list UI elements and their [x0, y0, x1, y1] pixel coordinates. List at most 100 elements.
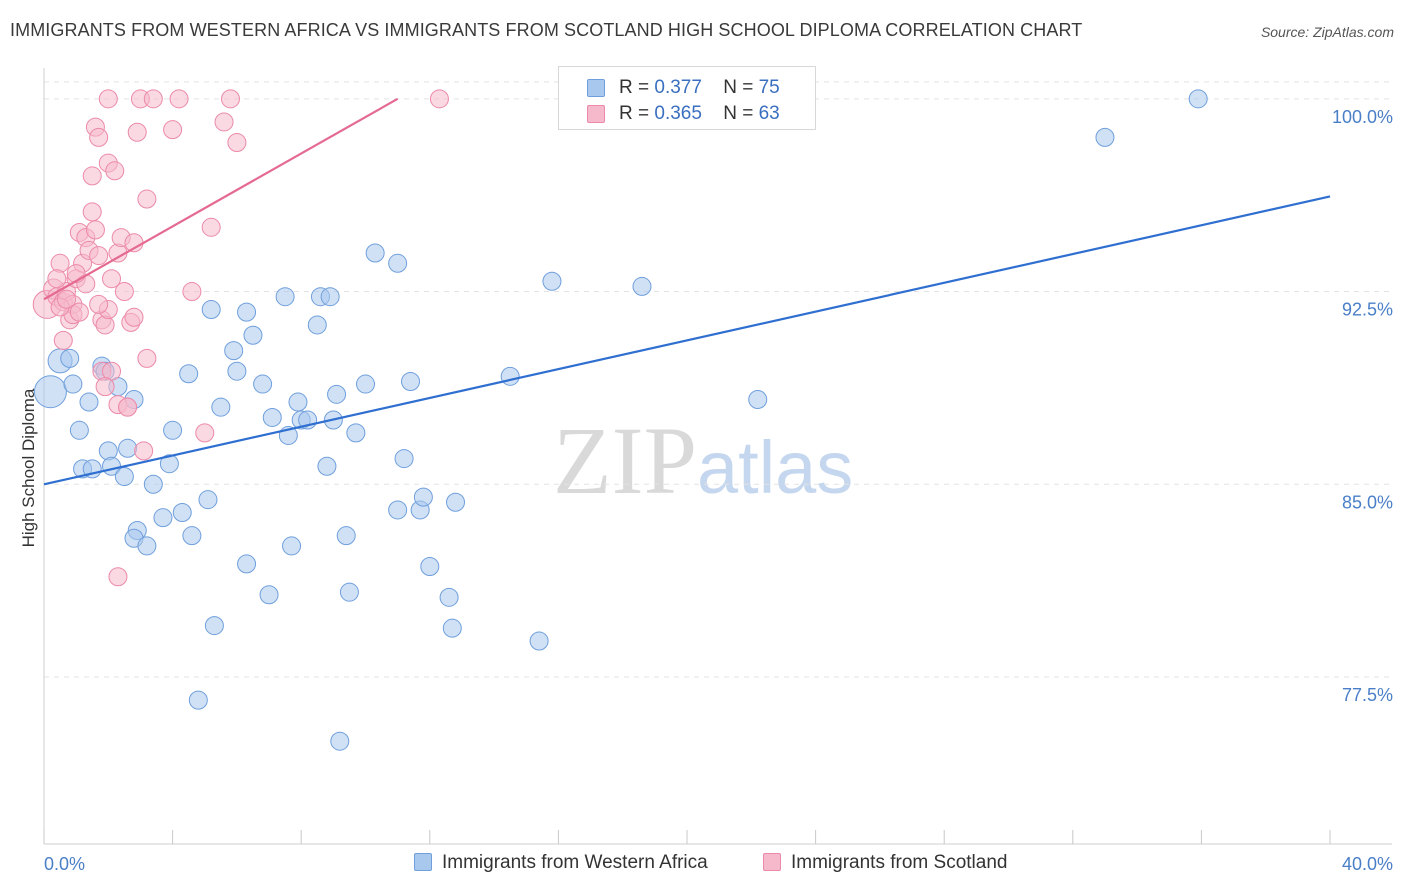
legend-r-label: R =: [619, 103, 650, 124]
x-tick-label: 40.0%: [1342, 854, 1393, 874]
data-point: [227, 361, 247, 381]
data-point: [105, 161, 125, 181]
data-point: [214, 112, 234, 132]
data-point: [542, 271, 562, 291]
data-point: [227, 133, 247, 153]
data-point: [330, 731, 350, 751]
data-point: [182, 526, 202, 546]
data-point: [60, 348, 80, 368]
data-point: [89, 294, 109, 314]
data-point: [63, 374, 83, 394]
data-point: [420, 556, 440, 576]
grid-lines: [44, 81, 1392, 678]
data-point: [259, 585, 279, 605]
data-point: [327, 384, 347, 404]
data-point: [163, 120, 183, 140]
data-point: [179, 364, 199, 384]
data-point: [127, 122, 147, 142]
data-point: [275, 287, 295, 307]
data-point: [69, 302, 89, 322]
data-point: [1188, 89, 1208, 109]
data-point: [118, 397, 138, 417]
data-point: [262, 407, 282, 427]
axes: [43, 68, 1392, 845]
legend-row-scotland: R = 0.365 N = 63: [587, 103, 780, 127]
legend-r-value: 0.377: [654, 77, 702, 98]
data-point: [1095, 127, 1115, 147]
chart-title: IMMIGRANTS FROM WESTERN AFRICA VS IMMIGR…: [10, 20, 1083, 40]
data-point: [82, 202, 102, 222]
data-point: [204, 616, 224, 636]
data-point: [336, 526, 356, 546]
bottom-legend-western-africa: Immigrants from Western Africa: [414, 852, 708, 874]
data-point: [47, 269, 67, 289]
y-axis-title: High School Diploma: [19, 388, 38, 547]
data-point: [108, 567, 128, 587]
data-point: [429, 89, 449, 109]
data-point: [89, 246, 109, 266]
data-point: [201, 300, 221, 320]
series-scotland-points: [32, 89, 449, 587]
data-point: [413, 487, 433, 507]
data-point: [748, 389, 768, 409]
data-point: [50, 253, 70, 273]
trend-line-western-africa: [43, 195, 1331, 486]
data-point: [188, 690, 208, 710]
data-point: [182, 282, 202, 302]
data-point: [98, 441, 118, 461]
x-tick-label: 0.0%: [44, 854, 85, 874]
data-point: [224, 341, 244, 361]
bottom-legend-scotland: Immigrants from Scotland: [763, 852, 1007, 874]
data-point: [143, 474, 163, 494]
bottom-legend-swatch-pink: [763, 853, 781, 871]
trend-lines: [43, 97, 1331, 486]
data-point: [95, 315, 115, 335]
data-point: [365, 243, 385, 263]
legend-swatch-pink: [587, 105, 605, 123]
data-point: [220, 89, 240, 109]
data-point: [134, 441, 154, 461]
data-point: [282, 536, 302, 556]
data-point: [195, 423, 215, 443]
data-point: [153, 508, 173, 528]
legend-n-value: 63: [758, 103, 780, 124]
data-point: [394, 449, 414, 469]
data-point: [346, 423, 366, 443]
source-credit: Source: ZipAtlas.com: [1260, 24, 1394, 40]
data-point: [69, 420, 89, 440]
data-point: [237, 554, 257, 574]
data-point: [124, 307, 144, 327]
data-point: [288, 392, 308, 412]
data-point: [114, 467, 134, 487]
data-point: [79, 392, 99, 412]
data-point: [388, 253, 408, 273]
watermark-atlas: atlas: [697, 426, 854, 509]
data-point: [446, 492, 466, 512]
data-point: [243, 325, 263, 345]
bottom-legend-label: Immigrants from Scotland: [791, 852, 1008, 873]
bottom-legend-label: Immigrants from Western Africa: [442, 852, 708, 873]
data-point: [85, 220, 105, 240]
y-tick-label: 77.5%: [1342, 685, 1393, 705]
data-point: [198, 490, 218, 510]
y-tick-label: 85.0%: [1342, 492, 1393, 512]
data-point: [307, 315, 327, 335]
data-point: [401, 371, 421, 391]
data-point: [57, 289, 77, 309]
data-point: [114, 282, 134, 302]
data-point: [163, 420, 183, 440]
legend-n-value: 75: [758, 77, 780, 98]
data-point: [317, 456, 337, 476]
data-point: [356, 374, 375, 394]
y-tick-label: 100.0%: [1332, 107, 1393, 127]
correlation-legend: R = 0.377 N = 75 R = 0.365 N = 63: [558, 66, 816, 130]
data-point: [137, 536, 157, 556]
data-point: [95, 377, 115, 397]
data-point: [201, 217, 221, 237]
data-point: [118, 438, 138, 458]
data-point: [388, 500, 408, 520]
data-point: [82, 166, 102, 186]
data-point: [439, 587, 459, 607]
legend-swatch-blue: [587, 79, 605, 97]
